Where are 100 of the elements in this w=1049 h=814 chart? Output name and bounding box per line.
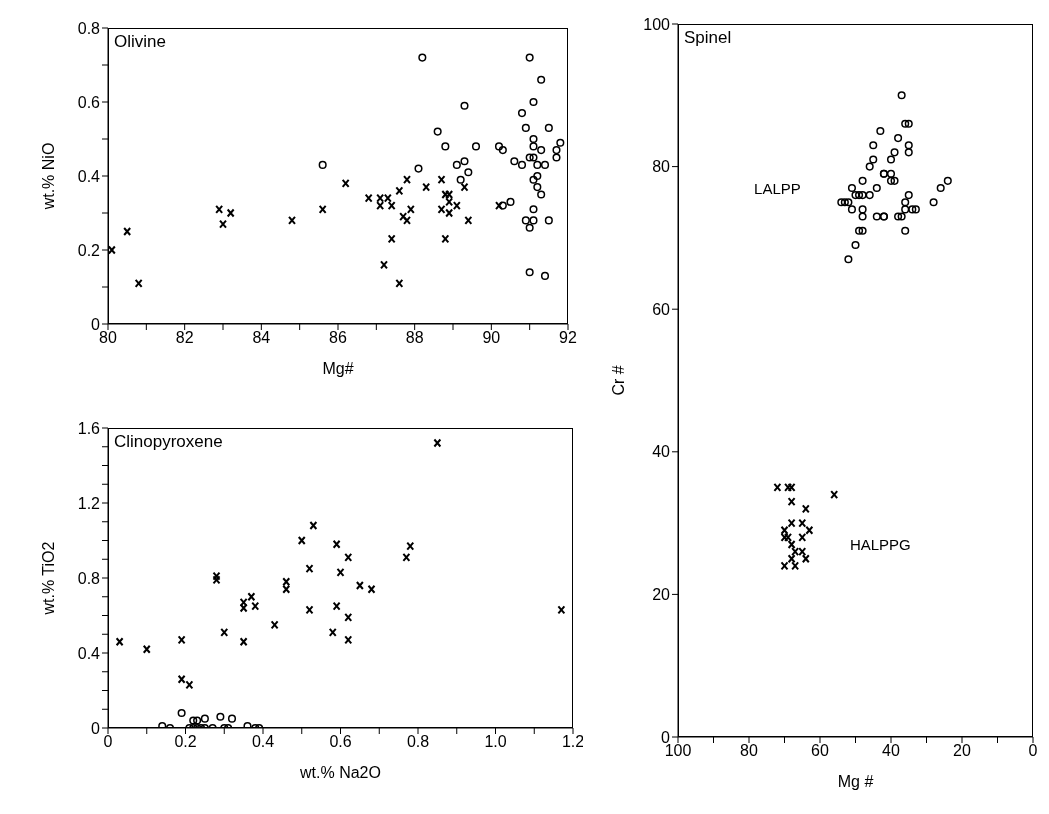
point xyxy=(344,635,353,645)
point xyxy=(525,153,534,162)
point xyxy=(220,627,229,637)
y-tick-label: 100 xyxy=(643,15,671,33)
point xyxy=(904,119,913,128)
point xyxy=(498,146,507,155)
x-axis-title: Mg# xyxy=(322,360,354,377)
point xyxy=(305,564,314,574)
point xyxy=(216,712,225,721)
point xyxy=(433,127,442,136)
point xyxy=(904,141,913,150)
x-tick-label: 82 xyxy=(175,329,194,347)
point xyxy=(297,536,306,545)
point xyxy=(437,204,446,214)
x-tick-label: 88 xyxy=(405,329,424,347)
x-tick-label: 90 xyxy=(482,329,501,347)
x-tick-label: 0.2 xyxy=(174,733,197,751)
point xyxy=(801,504,810,514)
point xyxy=(219,219,227,229)
point xyxy=(215,204,224,214)
point xyxy=(422,182,431,192)
point xyxy=(858,176,867,185)
y-tick-label: 0.8 xyxy=(77,569,101,587)
point xyxy=(115,637,124,647)
point xyxy=(380,260,388,270)
point xyxy=(901,205,910,214)
point xyxy=(537,146,546,155)
point xyxy=(456,175,465,184)
point xyxy=(460,182,469,192)
point xyxy=(529,175,538,184)
point xyxy=(367,584,376,594)
point xyxy=(452,160,461,169)
point xyxy=(336,567,345,577)
point xyxy=(897,91,906,100)
annotation: HALPPG xyxy=(849,535,911,553)
point xyxy=(897,212,906,221)
point xyxy=(540,271,550,280)
point xyxy=(798,518,807,528)
point xyxy=(847,183,856,193)
y-tick-label: 0.6 xyxy=(77,93,101,111)
x-tick-label: 84 xyxy=(252,329,271,347)
point xyxy=(403,175,411,185)
point xyxy=(844,255,853,264)
point xyxy=(929,198,938,207)
point xyxy=(529,142,538,151)
point xyxy=(452,201,461,211)
point xyxy=(498,201,507,210)
point xyxy=(212,571,221,581)
point xyxy=(890,148,899,157)
y-tick-label: 60 xyxy=(652,300,671,318)
point xyxy=(901,198,910,207)
point xyxy=(557,605,566,615)
x-tick-label: 0.4 xyxy=(251,733,275,751)
point xyxy=(134,278,143,288)
point xyxy=(840,198,849,207)
x-tick-label: 0.8 xyxy=(406,733,430,751)
point xyxy=(858,212,867,221)
point xyxy=(341,178,350,188)
point xyxy=(851,191,860,200)
point xyxy=(399,212,408,222)
point xyxy=(387,234,396,244)
point xyxy=(344,552,353,562)
point xyxy=(544,216,553,225)
point xyxy=(865,162,874,171)
point xyxy=(525,268,534,277)
x-tick-label: 86 xyxy=(329,329,347,347)
point xyxy=(414,164,423,173)
annotation: LALPP xyxy=(754,179,801,197)
point xyxy=(433,438,442,448)
point xyxy=(395,278,404,288)
point xyxy=(886,176,896,185)
point xyxy=(200,714,209,723)
point xyxy=(525,223,534,232)
x-tick-label: 60 xyxy=(811,742,829,760)
point xyxy=(177,708,186,718)
point xyxy=(517,160,527,169)
point xyxy=(894,134,903,143)
point xyxy=(830,490,839,500)
point xyxy=(544,123,553,132)
y-tick-label: 80 xyxy=(652,158,671,176)
y-axis-title: wt.% TiO2 xyxy=(39,541,57,616)
x-tick-label: 1.0 xyxy=(484,733,507,751)
point xyxy=(185,680,194,690)
point xyxy=(552,153,561,162)
x-axis-title: Mg # xyxy=(837,773,874,790)
point xyxy=(540,160,550,169)
point xyxy=(402,552,411,562)
chart-title: Spinel xyxy=(684,28,732,48)
point xyxy=(537,190,546,199)
point xyxy=(517,109,527,118)
point xyxy=(332,601,341,611)
point xyxy=(123,227,132,236)
point xyxy=(441,234,450,244)
point xyxy=(460,157,469,166)
point xyxy=(212,575,221,585)
point xyxy=(418,53,427,62)
point xyxy=(855,191,864,200)
x-tick-label: 92 xyxy=(559,329,577,347)
point xyxy=(858,191,867,200)
point xyxy=(406,541,415,551)
